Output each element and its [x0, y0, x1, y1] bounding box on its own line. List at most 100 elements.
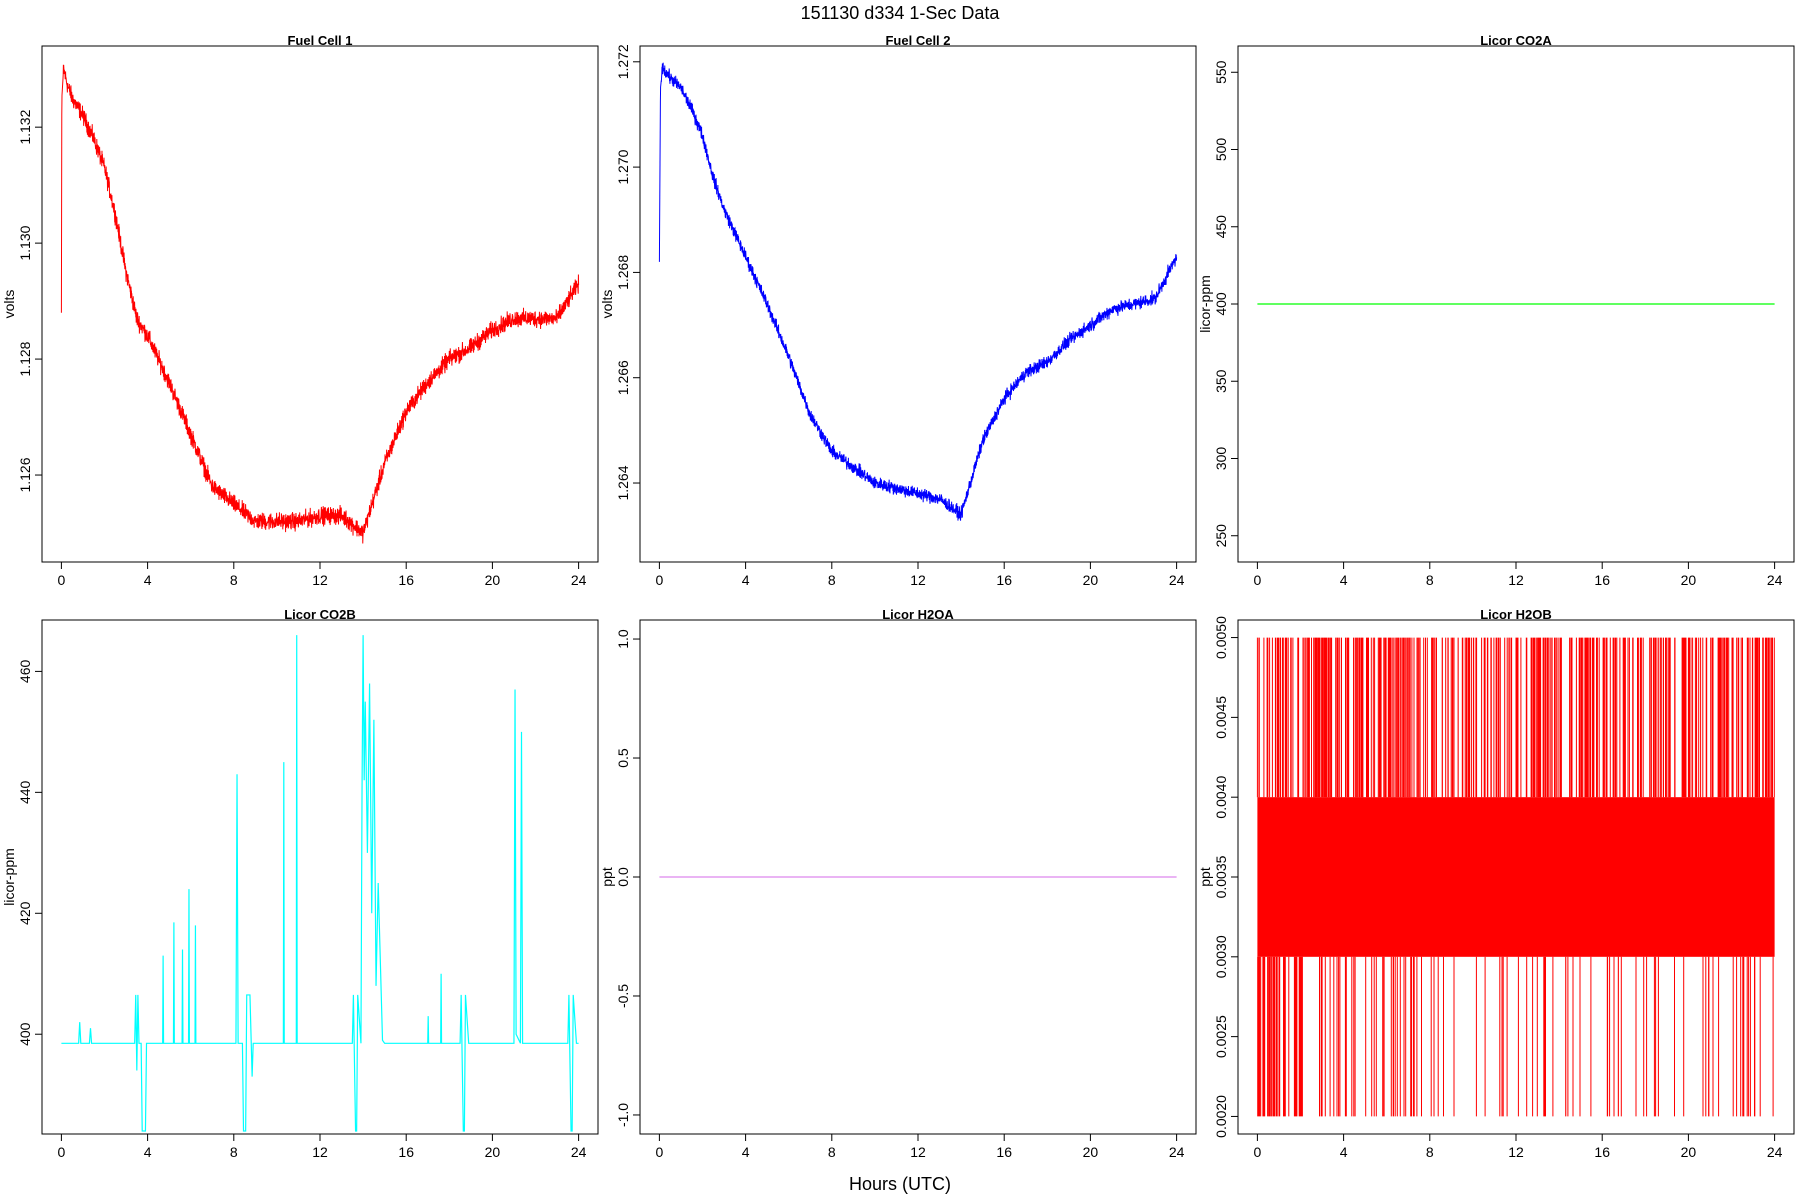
- x-tick-label: 4: [144, 572, 152, 588]
- series-line: [61, 635, 579, 1132]
- chart-panel-4: Licor CO2B licor-ppm 0 4 8 12 16 20 24 400 420 440 4…: [1, 607, 599, 1160]
- y-tick-label: 0.0020: [1213, 1095, 1229, 1138]
- x-tick-label: 0: [655, 572, 663, 588]
- panel-title: Licor CO2A: [1480, 33, 1552, 48]
- x-tick-label: 8: [230, 572, 238, 588]
- x-tick-label: 20: [485, 1144, 501, 1160]
- y-tick-label: 250: [1213, 524, 1229, 548]
- y-tick-label: 1.0: [615, 629, 631, 649]
- x-tick-label: 12: [910, 572, 926, 588]
- x-tick-label: 8: [828, 572, 836, 588]
- plot-area: [658, 62, 1178, 521]
- series-line: [60, 64, 580, 544]
- x-tick-label: 12: [1508, 572, 1524, 588]
- x-tick-label: 24: [1767, 1144, 1783, 1160]
- y-tick-label: 0.0045: [1213, 696, 1229, 739]
- series-band: [1257, 797, 1775, 957]
- x-tick-label: 20: [1083, 572, 1099, 588]
- y-tick-label: 0.0035: [1213, 855, 1229, 898]
- x-tick-label: 4: [742, 1144, 750, 1160]
- y-tick-label: 460: [17, 660, 33, 684]
- plot-frame: [41, 45, 599, 563]
- y-tick-label: 1.272: [615, 44, 631, 79]
- x-tick-label: 12: [312, 572, 328, 588]
- panel-title: Licor CO2B: [284, 607, 356, 622]
- x-tick-label: 24: [1169, 572, 1185, 588]
- y-axis-label: volts: [599, 290, 615, 319]
- plot-frame: [639, 45, 1197, 563]
- panel-title: Fuel Cell 1: [287, 33, 352, 48]
- x-tick-label: 16: [996, 572, 1012, 588]
- y-tick-label: 1.266: [615, 360, 631, 395]
- global-x-axis-label: Hours (UTC): [849, 1174, 951, 1194]
- chart-panel-1: Fuel Cell 1 volts 0 4 8 12 16 20 24 1.126 1.128 1.1…: [1, 33, 599, 588]
- x-tick-label: 0: [1253, 572, 1261, 588]
- x-tick-label: 4: [1340, 572, 1348, 588]
- panel-title: Licor H2OB: [1480, 607, 1552, 622]
- y-tick-label: 1.268: [615, 255, 631, 290]
- y-tick-label: -0.5: [615, 984, 631, 1008]
- plot-area: [1256, 637, 1775, 1117]
- chart-panel-5: Licor H2OA ppt 0 4 8 12 16 20 24 -1.0 -0.5 0.0 0.5 1.…: [599, 607, 1197, 1160]
- x-tick-label: 0: [655, 1144, 663, 1160]
- x-tick-label: 8: [230, 1144, 238, 1160]
- x-tick-label: 24: [571, 572, 587, 588]
- y-tick-label: 400: [17, 1022, 33, 1046]
- y-tick-label: 0.0030: [1213, 935, 1229, 978]
- page-title: 151130 d334 1-Sec Data: [801, 3, 1001, 23]
- x-tick-label: 8: [1426, 1144, 1434, 1160]
- x-tick-label: 16: [1594, 1144, 1610, 1160]
- y-tick-label: 0.0040: [1213, 776, 1229, 819]
- y-tick-label: 0.0: [615, 867, 631, 887]
- plot-area: [61, 635, 579, 1132]
- chart-panel-6: Licor H2OB ppt 0 4 8 12 16 20 24 0.0020 0.0025 0.00…: [1197, 607, 1795, 1160]
- x-tick-label: 16: [398, 1144, 414, 1160]
- x-tick-label: 24: [1767, 572, 1783, 588]
- x-tick-label: 8: [828, 1144, 836, 1160]
- chart-panels: Fuel Cell 1 volts 0 4 8 12 16 20 24 1.126 1.128 1.1…: [1, 33, 1795, 1160]
- x-tick-label: 12: [312, 1144, 328, 1160]
- x-tick-label: 16: [1594, 572, 1610, 588]
- y-tick-label: 450: [1213, 215, 1229, 239]
- x-tick-label: 20: [1681, 572, 1697, 588]
- x-tick-label: 0: [57, 1144, 65, 1160]
- x-tick-label: 12: [910, 1144, 926, 1160]
- y-tick-label: 440: [17, 780, 33, 804]
- y-tick-label: 0.0050: [1213, 616, 1229, 659]
- panel-title: Licor H2OA: [882, 607, 954, 622]
- y-axis-label: licor-ppm: [1197, 275, 1213, 333]
- x-tick-label: 8: [1426, 572, 1434, 588]
- y-axis-label: ppt: [1197, 867, 1213, 887]
- y-axis-label: licor-ppm: [1, 848, 17, 906]
- y-tick-label: 1.130: [17, 225, 33, 260]
- y-tick-label: 350: [1213, 369, 1229, 393]
- y-tick-label: 0.5: [615, 748, 631, 768]
- y-tick-label: 300: [1213, 447, 1229, 471]
- chart-panel-3: Licor CO2A licor-ppm 0 4 8 12 16 20 24 250 300 350 4…: [1197, 33, 1795, 588]
- x-tick-label: 0: [57, 572, 65, 588]
- x-tick-label: 4: [742, 572, 750, 588]
- y-tick-label: 1.270: [615, 149, 631, 184]
- y-tick-label: 1.128: [17, 341, 33, 376]
- y-tick-label: 1.126: [17, 457, 33, 492]
- y-tick-label: -1.0: [615, 1103, 631, 1127]
- x-tick-label: 20: [1083, 1144, 1099, 1160]
- x-tick-label: 12: [1508, 1144, 1524, 1160]
- y-tick-label: 1.264: [615, 465, 631, 500]
- x-tick-label: 20: [485, 572, 501, 588]
- x-tick-label: 24: [571, 1144, 587, 1160]
- x-tick-label: 0: [1253, 1144, 1261, 1160]
- panel-title: Fuel Cell 2: [885, 33, 950, 48]
- y-tick-label: 550: [1213, 60, 1229, 84]
- plot-area: [60, 64, 580, 544]
- y-tick-label: 400: [1213, 292, 1229, 316]
- y-tick-label: 420: [17, 901, 33, 925]
- y-axis-label: ppt: [599, 867, 615, 887]
- x-tick-label: 4: [144, 1144, 152, 1160]
- x-tick-label: 4: [1340, 1144, 1348, 1160]
- series-spikes: [1256, 637, 1775, 1117]
- x-tick-label: 20: [1681, 1144, 1697, 1160]
- x-tick-label: 16: [996, 1144, 1012, 1160]
- y-tick-label: 1.132: [17, 109, 33, 144]
